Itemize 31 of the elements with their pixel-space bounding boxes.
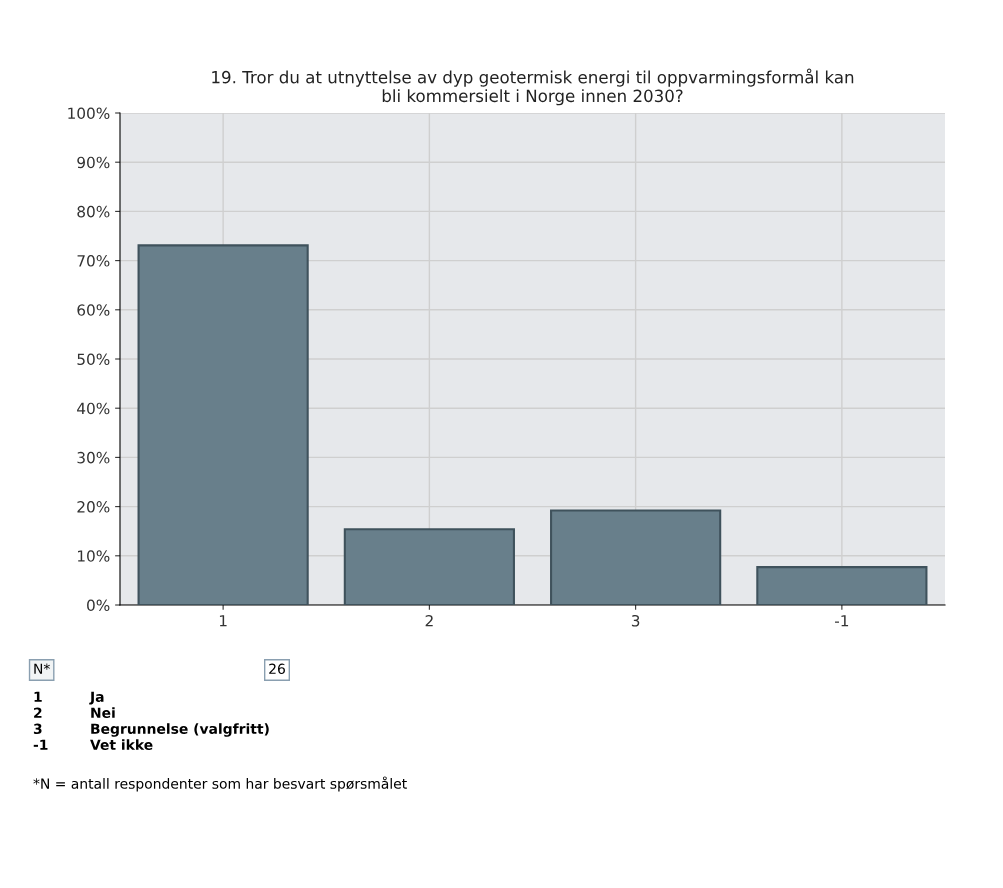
- y-tick-label: 80%: [77, 205, 110, 218]
- y-tick-label: 100%: [68, 107, 110, 120]
- y-tick-label: 30%: [77, 451, 110, 464]
- y-tick-label: 60%: [77, 304, 110, 316]
- y-tick-label: 20%: [77, 501, 110, 513]
- text: 1: [34, 691, 42, 702]
- y-tick-label: 0%: [87, 599, 110, 612]
- text: Vet ikke: [90, 739, 153, 751]
- text: Ja: [89, 691, 104, 705]
- text: 26: [269, 663, 285, 675]
- chart-title: 19. Tror du at utnyttelse av dyp geotermisk energi til oppvarmingsformål kan bli kommersielt i Norge innen 2030?: [212, 68, 854, 106]
- y-tick-label: 50%: [77, 353, 110, 366]
- bar: [550, 509, 722, 605]
- y-tick-label: 90%: [77, 156, 110, 169]
- text: -1: [33, 739, 48, 750]
- bar: [137, 244, 309, 605]
- y-tick-label: 10%: [78, 550, 110, 562]
- bar: [343, 528, 515, 605]
- text: *N = antall respondenter som har besvart spørsmålet: [33, 776, 407, 792]
- y-tick-label: 40%: [77, 402, 110, 415]
- bar: [756, 566, 928, 605]
- x-tick-label: 3: [631, 614, 640, 627]
- text: Nei: [91, 707, 115, 719]
- text: 3: [33, 723, 42, 735]
- text: Begrunnelse (valgfritt): [91, 723, 269, 737]
- text: N*: [34, 663, 50, 674]
- x-tick-label: -1: [835, 615, 849, 627]
- x-tick-label: 2: [425, 614, 433, 627]
- x-tick-label: 1: [219, 615, 227, 627]
- y-tick-label: 70%: [77, 255, 110, 267]
- text: 2: [34, 707, 42, 718]
